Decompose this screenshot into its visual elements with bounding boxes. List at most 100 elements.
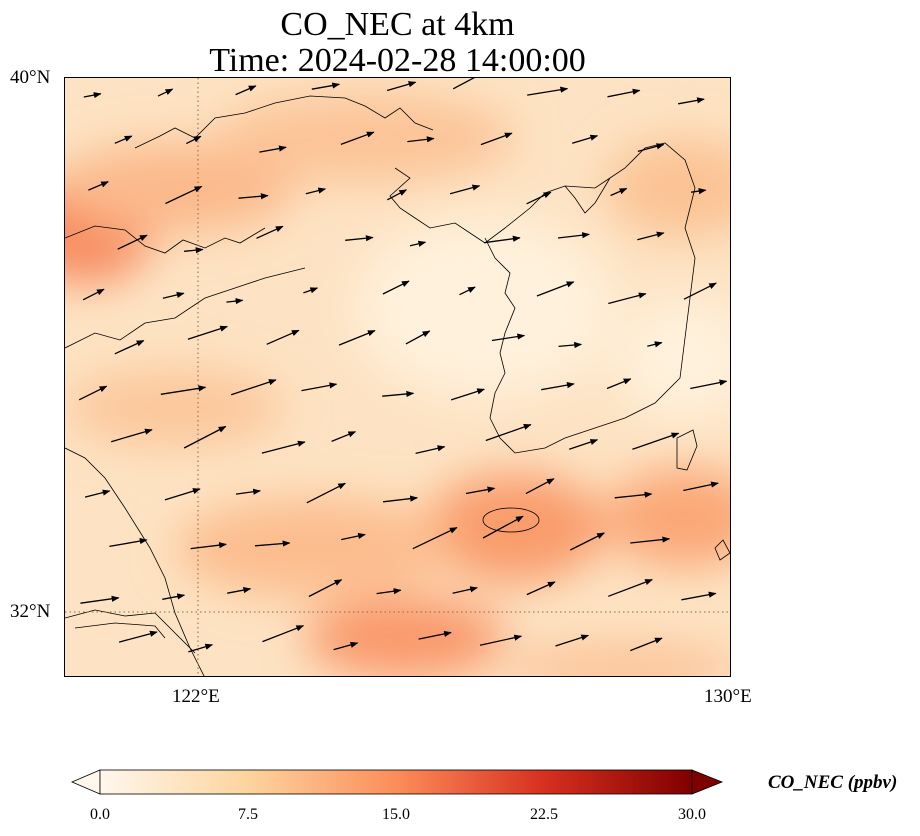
wind-arrow [78,385,108,401]
lon-label-122e: 122°E [172,686,220,707]
map-title: CO_NEC at 4km [280,6,515,43]
wind-arrow [256,225,284,239]
wind-arrow [491,333,526,342]
wind-arrow [331,431,357,443]
wind-arrow [527,86,569,96]
wind-arrow [632,432,680,450]
wind-arrow [677,97,705,105]
wind-arrow [114,340,145,355]
wind-arrow [482,515,524,539]
wind-arrow [162,593,186,600]
wind-arrow [235,488,261,495]
wind-arrow [637,231,665,241]
wind-arrow [691,188,707,195]
wind-arrow [301,382,338,392]
wind-arrow [382,280,410,295]
wind-arrow [412,527,458,550]
colorbar-tick: 30.0 [678,806,706,823]
wind-arrow [525,478,555,495]
wind-arrow [186,135,202,145]
wind-arrow [409,240,427,247]
wind-arrow [541,382,575,391]
wind-arrow [254,540,291,547]
lon-label-130e: 130°E [704,686,752,707]
wind-arrow [526,191,552,205]
wind-arrow [109,538,148,548]
wind-arrow [259,145,287,153]
wind-arrow [614,491,653,499]
map-timestamp: Time: 2024-02-28 14:00:00 [209,42,586,79]
wind-arrow [386,189,408,201]
wind-arrow [386,81,417,92]
colorbar [70,769,724,795]
wind-arrow [568,439,599,450]
wind-arrow [266,329,300,345]
wind-arrow [80,595,120,604]
graticule [65,78,730,676]
wind-arrow [449,184,481,195]
wind-arrow [383,495,418,503]
wind-arrow [230,379,277,396]
map-canvas [65,78,730,676]
wind-arrow [452,78,475,90]
wind-arrow [418,630,452,640]
wind-arrow [526,581,556,596]
wind-arrow [83,92,102,99]
wind-arrow [345,235,374,242]
wind-arrow [630,536,671,544]
wind-arrow [610,187,628,197]
wind-arrow [382,390,415,398]
wind-arrow [341,532,366,541]
wind-arrow [235,85,257,96]
wind-arrow [452,586,478,594]
wind-arrow [570,532,605,551]
wind-arrow [485,423,532,442]
wind-arrow [164,488,201,501]
wind-arrow [459,286,476,296]
wind-arrow [608,578,653,597]
wind-arrow [607,88,641,98]
wind-arrow [415,445,446,455]
coastlines [65,95,730,676]
wind-arrow [681,591,717,601]
wind-arrow [160,385,207,395]
colorbar-max-extend [691,769,724,795]
wind-arrow [683,282,717,300]
wind-arrow [305,187,327,195]
wind-arrow [407,136,435,143]
wind-arrow [608,292,647,305]
wind-arrow [262,625,305,643]
wind-arrow [536,281,575,297]
wind-arrow [187,325,228,340]
wind-arrow [465,486,496,495]
wind-arrow [117,234,148,250]
wind-arrow [690,379,728,390]
wind-arrow [261,440,306,454]
wind-arrow [118,630,158,643]
wind-arrow [683,481,719,492]
wind-arrow [88,181,109,191]
wind-arrow [303,287,319,294]
map-panel [64,77,731,677]
wind-arrow [338,329,376,346]
wind-arrow [82,288,105,301]
wind-arrow [558,341,583,349]
wind-arrow [238,193,269,200]
wind-arrow [376,588,402,595]
wind-arrow [647,341,663,348]
wind-arrow [555,634,590,647]
wind-arrow [183,425,227,449]
wind-arrow [157,88,174,97]
colorbar-tick: 22.5 [530,806,558,823]
wind-arrow [188,643,214,653]
wind-arrow [479,634,523,646]
lat-label-32n: 32°N [10,601,51,622]
wind-arrow [606,378,632,390]
wind-arrow [184,247,204,254]
wind-arrow [637,143,665,153]
wind-arrow [405,330,431,345]
wind-arrow [227,587,252,594]
lat-label-40n: 40°N [10,67,51,88]
wind-arrow [190,542,227,550]
wind-arrow [450,388,485,401]
